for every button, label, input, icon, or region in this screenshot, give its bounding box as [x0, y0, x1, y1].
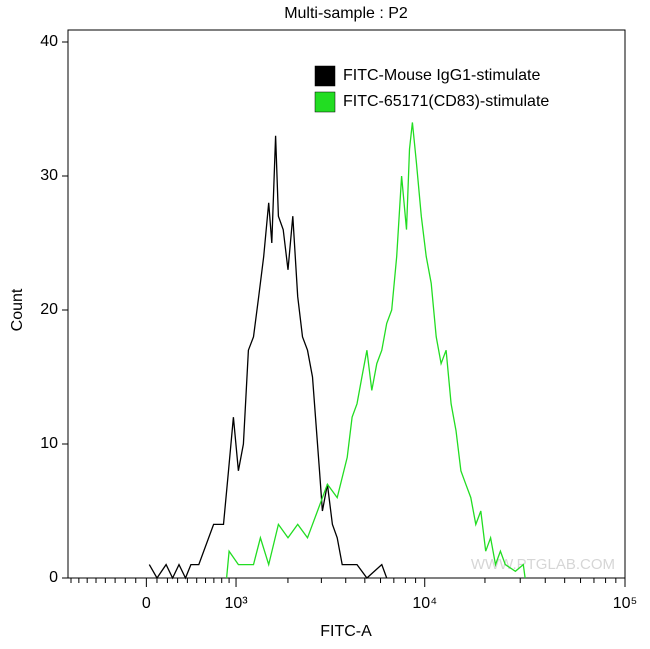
legend-swatch	[314, 65, 336, 87]
x-tick-label: 10³	[224, 595, 248, 612]
plot-frame	[67, 29, 626, 579]
legend-swatch	[314, 91, 336, 113]
x-tick-label: 0	[142, 595, 151, 612]
y-axis-label: Count	[9, 288, 26, 331]
x-axis-label: FITC-A	[320, 623, 372, 640]
histogram-line	[148, 135, 388, 580]
y-tick-label: 20	[40, 301, 58, 318]
y-tick-label: 40	[40, 33, 58, 50]
chart-title: Multi-sample : P2	[284, 5, 408, 22]
x-tick-label: 10⁵	[613, 595, 637, 612]
legend-label: FITC-65171(CD83)-stimulate	[343, 93, 549, 110]
histogram-line	[225, 122, 526, 579]
y-tick-label: 30	[40, 167, 58, 184]
y-tick-label: 10	[40, 435, 58, 452]
legend-label: FITC-Mouse IgG1-stimulate	[343, 67, 540, 84]
y-tick-label: 0	[49, 569, 58, 586]
watermark: WWW.PTGLAB.COM	[471, 556, 615, 573]
x-tick-label: 10⁴	[412, 595, 437, 612]
